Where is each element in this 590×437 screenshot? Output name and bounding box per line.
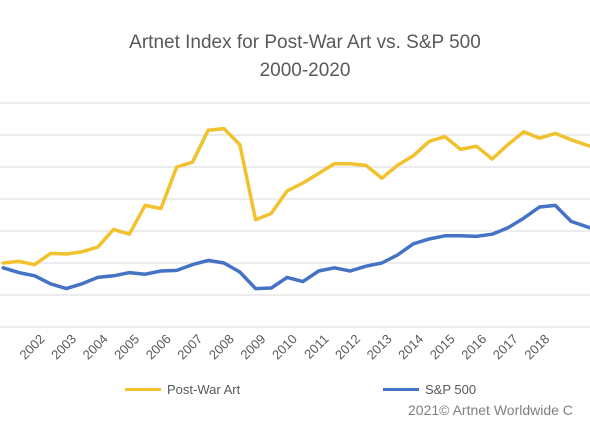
x-tick-label: 2011: [301, 331, 331, 361]
x-tick-label: 2014: [395, 331, 426, 362]
x-tick-label: 2013: [364, 331, 395, 362]
series-line-post-war-art: [1, 126, 590, 267]
x-tick-label: 2002: [17, 331, 48, 362]
x-tick-label: 2006: [143, 331, 174, 362]
series-lines: [1, 126, 590, 291]
legend-item-sp500: S&P 500: [383, 382, 476, 397]
x-tick-label: 2004: [80, 331, 111, 362]
copyright-credit: 2021© Artnet Worldwide C: [408, 402, 573, 418]
legend-swatch-sp500: [383, 388, 419, 391]
legend-label-post-war-art: Post-War Art: [167, 382, 241, 397]
x-tick-label: 2012: [332, 331, 363, 362]
x-tick-label: 2018: [521, 331, 552, 362]
x-tick-label: 2008: [206, 331, 237, 362]
legend-item-post-war-art: Post-War Art: [125, 382, 240, 397]
x-tick-label: 2009: [237, 331, 268, 362]
x-tick-label: 2010: [269, 331, 300, 362]
x-tick-label: 2005: [111, 331, 142, 362]
chart-subtitle: 2000-2020: [259, 60, 351, 81]
gridlines: [0, 102, 590, 328]
x-tick-label: 2003: [48, 331, 79, 362]
x-axis-ticks: 2002 2003 2004 2005 2006 2007 2008 2009 2010 2011…: [17, 331, 553, 362]
x-tick-label: 2007: [174, 331, 205, 362]
series-line-sp500: [1, 203, 590, 291]
x-tick-label: 2015: [427, 331, 458, 362]
chart-title: Artnet Index for Post-War Art vs. S&P 50…: [129, 32, 481, 53]
x-tick-label: 2016: [458, 331, 489, 362]
x-tick-label: 2017: [490, 331, 521, 362]
legend-swatch-post-war-art: [125, 388, 161, 391]
legend-label-sp500: S&P 500: [425, 382, 477, 397]
